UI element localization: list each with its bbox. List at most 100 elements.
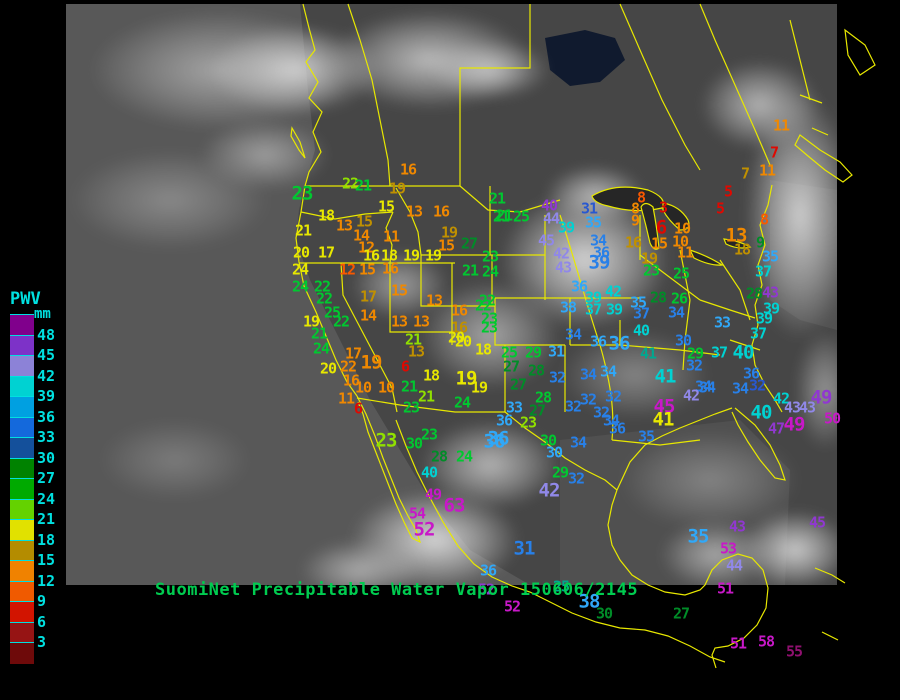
legend-color-box [10,416,34,438]
station-value: 34 [698,378,716,397]
station-value: 21 [461,261,479,280]
station-value: 30 [595,604,613,623]
station-value: 39 [584,288,602,307]
station-value: 22 [332,312,350,331]
station-value: 32 [592,403,610,422]
station-value: 45 [653,395,676,418]
station-value: 11 [676,243,694,262]
station-value: 37 [584,300,602,319]
station-value: 27 [528,401,546,420]
station-value: 25 [323,303,341,322]
station-value: 52 [503,597,521,616]
legend-value-label: 45 [37,346,56,364]
station-value: 43 [554,258,572,277]
station-value: 11 [772,116,790,135]
station-value: 31 [547,342,565,361]
station-value: 15 [355,212,373,231]
station-value: 21 [294,221,312,240]
legend-value-label: 6 [37,612,47,631]
legend-value-label: 3 [37,633,47,651]
station-value: 23 [480,309,498,328]
station-value: 43 [728,517,746,536]
station-value: 40 [732,341,755,364]
station-value: 28 [745,284,763,303]
station-value: 13 [405,202,423,221]
station-value: 23 [402,398,420,417]
station-value: 32 [567,469,585,488]
legend-value-label: 36 [37,407,56,426]
station-value: 8 [636,188,646,207]
station-value: 21 [400,377,418,396]
station-value: 12 [338,260,356,279]
station-value: 42 [604,282,622,301]
legend-color-box [10,396,34,418]
station-value: 16 [342,371,360,390]
station-value: 35 [629,293,647,312]
station-value: 3 [658,198,668,217]
station-value: 18 [733,240,751,259]
legend-value-label: 30 [37,448,56,467]
station-value: 8 [759,210,769,229]
station-value: 19 [424,246,442,265]
station-value: 20 [319,359,337,378]
legend-value-label: 33 [37,428,56,446]
legend-value-label: 42 [37,366,56,385]
station-value: 16 [399,160,417,179]
station-value: 27 [502,357,520,376]
station-value: 8 [630,199,640,218]
legend-color-box [10,478,34,500]
cloud [200,120,330,190]
station-value: 34 [569,433,587,452]
station-value: 28 [534,388,552,407]
station-value: 10 [377,378,395,397]
station-value: 13 [425,291,443,310]
legend-value-label: 39 [37,387,56,405]
station-value: 32 [748,376,766,395]
station-value: 11 [382,227,400,246]
station-value: 17 [317,243,335,262]
station-value: 40 [750,401,773,424]
station-value: 35 [687,525,710,548]
station-value: 35 [637,427,655,446]
legend-color-box [10,375,34,397]
legend-color-box [10,601,34,623]
station-value: 13 [412,312,430,331]
legend-title: PWV [10,289,41,309]
station-value: 11 [337,389,355,408]
station-value: 30 [405,434,423,453]
legend-color-box [10,580,34,602]
station-value: 13 [407,342,425,361]
station-value: 14 [359,306,377,325]
station-value: 42 [538,479,561,502]
station-value: 11 [758,161,776,180]
legend-color-box [10,314,34,336]
station-value: 36 [592,243,610,262]
station-value: 45 [537,231,555,250]
station-value: 40 [632,321,650,340]
station-value: 28 [649,288,667,307]
station-value: 37 [749,324,767,343]
station-value: 10 [673,219,691,238]
legend-value-label: 24 [37,489,56,508]
legend-value-label: 18 [37,530,56,549]
station-value: 18 [474,340,492,359]
station-value: 39 [588,251,611,274]
station-value: 16 [624,233,642,252]
station-value: 36 [608,332,631,355]
station-value: 22 [315,289,333,308]
station-value: 37 [710,343,728,362]
station-value: 25 [500,343,518,362]
legend-color-box [10,560,34,582]
legend-color-box [10,437,34,459]
station-value: 28 [430,447,448,466]
station-value: 42 [682,386,700,405]
station-value: 55 [785,642,803,661]
station-value: 36 [608,419,626,438]
station-value: 38 [578,590,601,613]
station-value: 45 [808,513,826,532]
station-value: 24 [453,393,471,412]
cloud [660,520,770,585]
station-value: 38 [559,298,577,317]
legend-value-label: 48 [37,325,56,344]
